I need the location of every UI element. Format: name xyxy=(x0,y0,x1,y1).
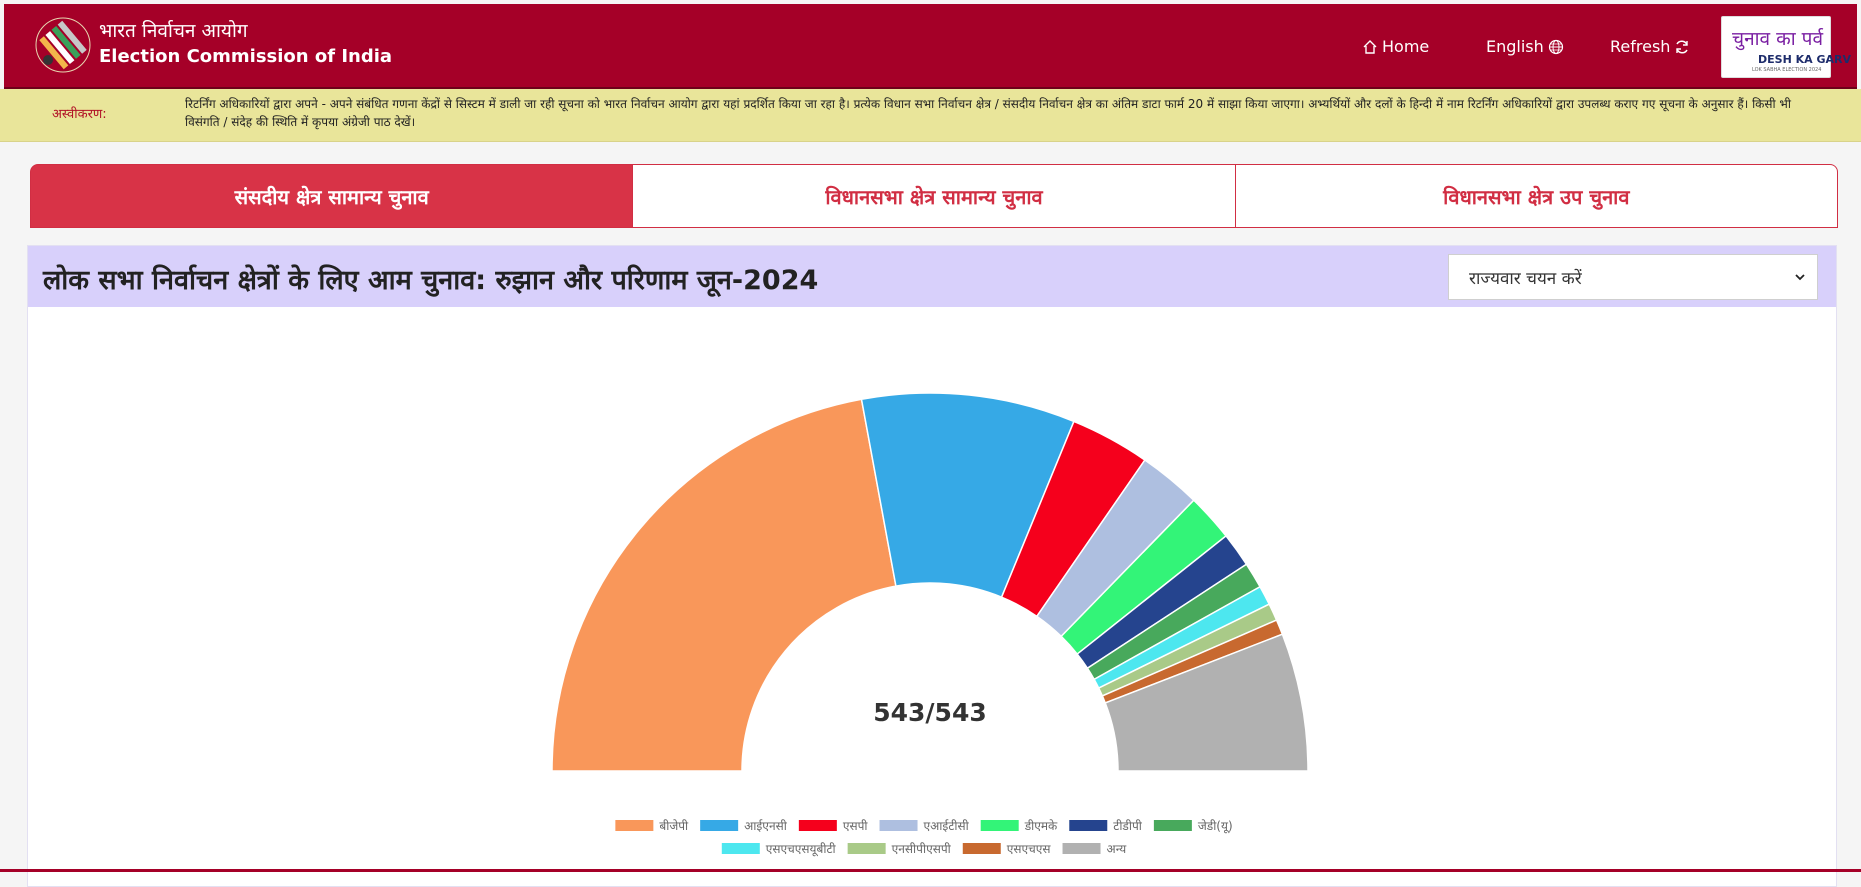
legend-swatch-9[interactable] xyxy=(962,843,1001,854)
chunav-ka-parv-badge[interactable]: चुनाव का पर्व DESH KA GARV LOK SABHA ELE… xyxy=(1721,16,1851,78)
chevron-down-icon xyxy=(1795,274,1805,281)
election-commission-logo[interactable] xyxy=(34,16,92,74)
legend-label-9[interactable]: एसएचएस xyxy=(1007,842,1052,856)
legend-label-7[interactable]: एसएचएसयूबीटी xyxy=(766,842,837,857)
home-icon xyxy=(1363,39,1377,54)
legend-swatch-8[interactable] xyxy=(847,843,886,854)
legend-label-6[interactable]: जेडी(यू) xyxy=(1198,819,1233,834)
badge-hindi-text: चुनाव का पर्व xyxy=(1732,28,1824,50)
legend-label-0[interactable]: बीजेपी xyxy=(659,819,689,833)
legend-label-2[interactable]: एसपी xyxy=(843,819,869,833)
legend-label-3[interactable]: एआईटीसी xyxy=(924,819,970,833)
disclaimer-text: रिटर्निंग अधिकारियों द्वारा अपने - अपने … xyxy=(185,97,1791,129)
legend-label-1[interactable]: आईएनसी xyxy=(744,819,788,833)
page-title: लोक सभा निर्वाचन क्षेत्रों के लिए आम चुन… xyxy=(43,265,819,296)
seats-declared-label: 543/543 xyxy=(873,698,987,727)
tab-assembly-general[interactable]: विधानसभा क्षेत्र सामान्य चुनाव xyxy=(633,164,1236,228)
panel-header: लोक सभा निर्वाचन क्षेत्रों के लिए आम चुन… xyxy=(28,246,1836,307)
chart-slice-0[interactable] xyxy=(551,398,897,772)
site-header: भारत निर्वाचन आयोग Election Commission o… xyxy=(4,4,1857,89)
brand-hindi: भारत निर्वाचन आयोग xyxy=(99,20,248,42)
legend-swatch-7[interactable] xyxy=(721,843,760,854)
legend-swatch-5[interactable] xyxy=(1069,820,1108,831)
legend-swatch-1[interactable] xyxy=(700,820,739,831)
legend-label-4[interactable]: डीएमके xyxy=(1024,819,1058,833)
refresh-icon xyxy=(1676,39,1689,54)
language-switch[interactable]: English xyxy=(1486,37,1564,56)
election-type-tabs: संसदीय क्षेत्र सामान्य चुनाव विधानसभा क्… xyxy=(30,164,1838,228)
state-select-value: राज्यवार चयन करें xyxy=(1469,268,1582,289)
refresh-label: Refresh xyxy=(1610,37,1671,56)
legend-swatch-4[interactable] xyxy=(980,820,1019,831)
state-select[interactable]: राज्यवार चयन करें xyxy=(1448,254,1818,300)
legend-swatch-3[interactable] xyxy=(879,820,918,831)
chart-slice-10[interactable] xyxy=(1104,633,1309,772)
legend-label-10[interactable]: अन्य xyxy=(1107,842,1128,856)
bottom-border xyxy=(0,869,1861,872)
refresh-button[interactable]: Refresh xyxy=(1610,37,1690,56)
language-label: English xyxy=(1486,37,1544,56)
legend-swatch-0[interactable] xyxy=(615,820,654,831)
home-label: Home xyxy=(1382,37,1430,56)
badge-english-text: DESH KA GARV xyxy=(1758,53,1851,66)
home-link[interactable]: Home xyxy=(1362,37,1429,56)
legend-label-8[interactable]: एनसीपीएसपी xyxy=(892,842,952,856)
globe-icon xyxy=(1548,39,1563,54)
tab-parliamentary-general[interactable]: संसदीय क्षेत्र सामान्य चुनाव xyxy=(30,164,634,228)
badge-subtitle: LOK SABHA ELECTION 2024 xyxy=(1752,67,1822,73)
disclaimer-label: अस्वीकरण: xyxy=(52,107,107,122)
legend-swatch-2[interactable] xyxy=(798,820,837,831)
legend-label-5[interactable]: टीडीपी xyxy=(1113,819,1143,833)
brand-english: Election Commission of India xyxy=(99,46,393,67)
tab-assembly-bye[interactable]: विधानसभा क्षेत्र उप चुनाव xyxy=(1235,164,1838,228)
legend-swatch-6[interactable] xyxy=(1153,820,1192,831)
disclaimer-bar: अस्वीकरण: रिटर्निंग अधिकारियों द्वारा अप… xyxy=(0,89,1861,142)
legend-swatch-10[interactable] xyxy=(1062,843,1101,854)
